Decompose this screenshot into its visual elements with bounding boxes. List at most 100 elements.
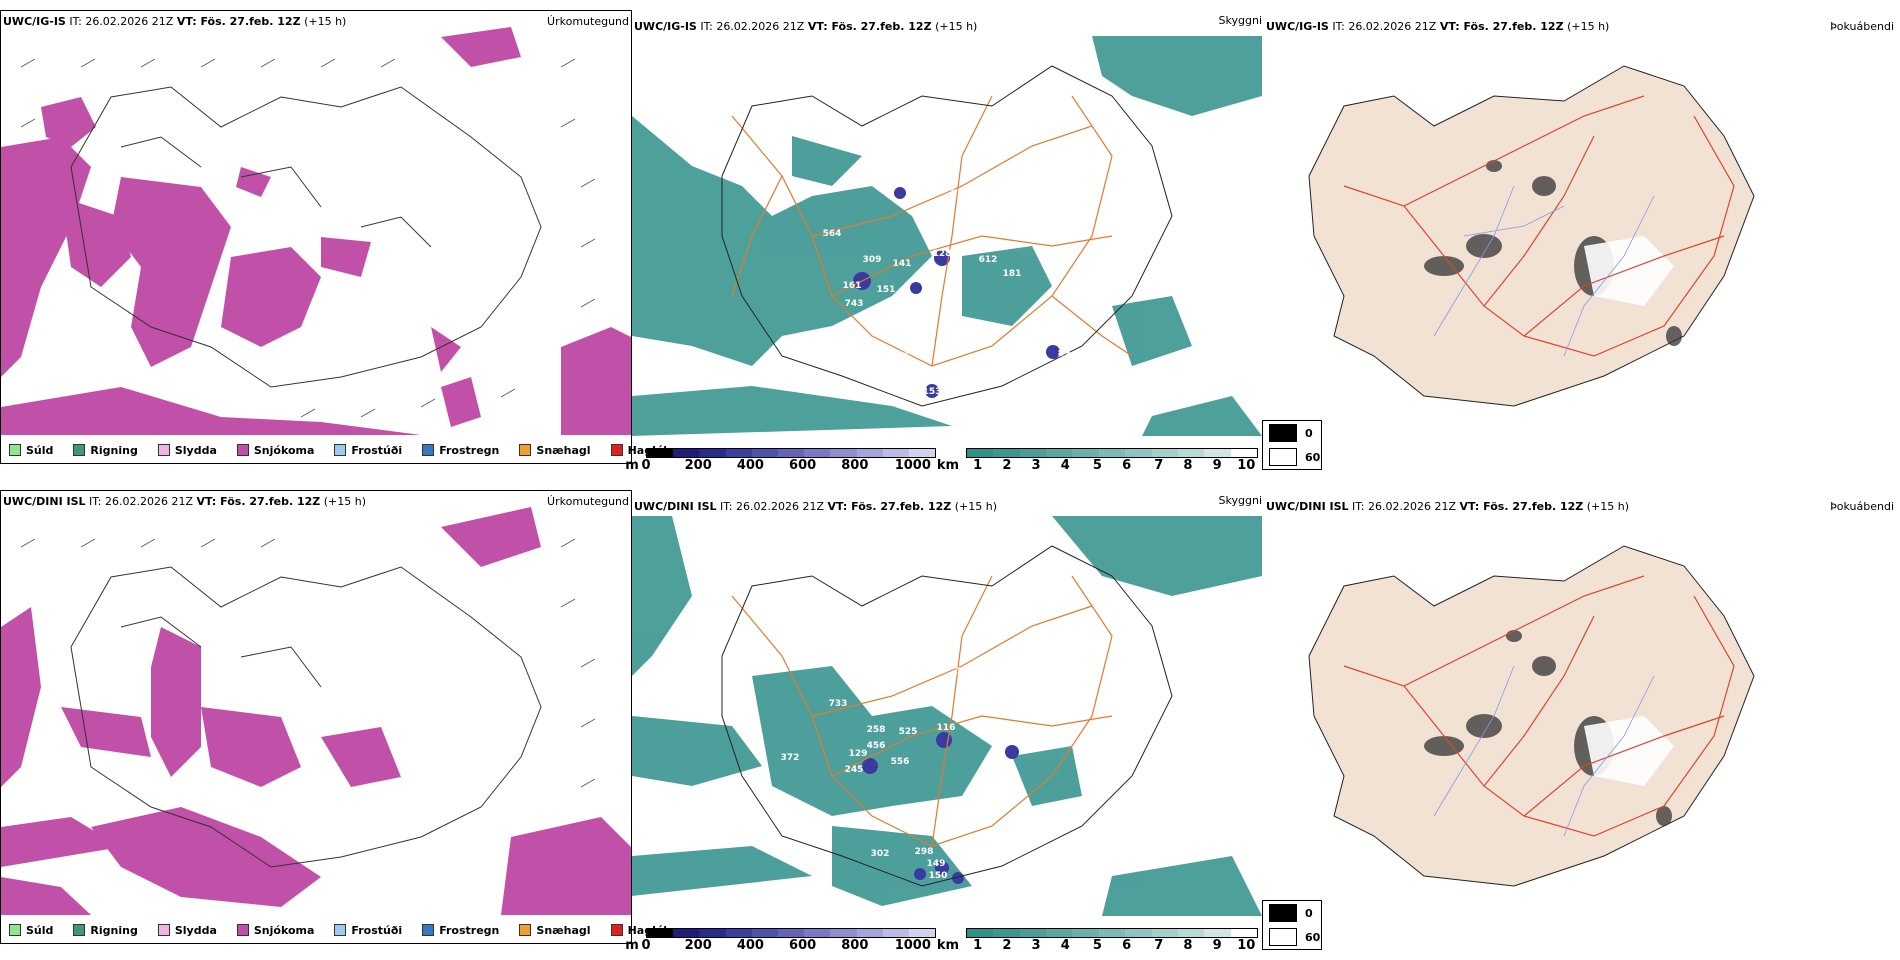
valid-time: VT: Fös. 27.feb. 12Z [196,495,321,508]
valid-time: VT: Fös. 27.feb. 12Z [1459,500,1584,513]
legend-item: Snjókoma [231,444,314,457]
visibility-ticks: km 1 2 3 4 5 6 7 8 9 10 [937,458,1258,474]
legend-item: Súld [3,444,53,457]
valid-time: VT: Fös. 27.feb. 12Z [1439,20,1564,33]
tick-label: 6 [1122,458,1132,473]
precip-panel-row2: UWC/DINI ISL IT: 26.02.2026 21Z VT: Fös.… [0,490,667,944]
visibility-scale: km 1 2 3 4 5 6 7 8 9 10 [937,928,1258,954]
model-name: UWC/IG-IS [3,15,66,28]
init-time: IT: 26.02.2026 21Z [69,15,174,28]
cloud-label: 89 [1058,349,1071,359]
panel-header: UWC/DINI ISL IT: 26.02.2026 21Z VT: Fös.… [634,494,1262,516]
cloud-panel-row1: UWC/IG-IS IT: 26.02.2026 21Z VT: Fös. 27… [625,10,1322,480]
cloud-label: 372 [781,753,800,763]
valid-time: VT: Fös. 27.feb. 12Z [176,15,301,28]
legend-swatch [610,444,623,456]
cloud-base-ticks: m 0 200 400 600 800 1000 [625,458,936,474]
panel-header: UWC/IG-IS IT: 26.02.2026 21Z VT: Fös. 27… [1266,20,1894,36]
cloud-label: 314 [903,347,922,357]
init-time: IT: 26.02.2026 21Z [89,495,194,508]
cloud-label: 309 [863,255,882,265]
legend-item: Frostregn [416,444,499,457]
precip-legend: Súld Rigning Slydda Snjókoma Frostúði Fr… [3,439,681,461]
scale-unit: km [936,458,960,473]
precip-legend: Súld Rigning Slydda Snjókoma Frostúði Fr… [3,919,681,941]
tick-label: 2 [1002,458,1012,473]
cloud-label: 172 [1009,737,1028,747]
model-name: UWC/DINI ISL [634,500,717,513]
lead-time: (+15 h) [954,500,998,513]
cloud-label: 116 [937,723,956,733]
legend-item: Frostúði [328,924,402,937]
cloud-base-scale: m 0 200 400 600 800 1000 [625,928,936,954]
legend-item: Frostregn [416,924,499,937]
tick-label: 200 [684,458,712,473]
cloud-label: 258 [867,725,886,735]
tick-label: 400 [736,458,764,473]
fog-legend: 0 60 [1262,900,1322,950]
init-time: IT: 26.02.2026 21Z [1352,500,1457,513]
panel-header: UWC/IG-IS IT: 26.02.2026 21Z VT: Fös. 27… [3,15,629,31]
legend-item: Snjókoma [231,924,314,937]
fog-panel-row1: UWC/IG-IS IT: 26.02.2026 21Z VT: Fös. 27… [1264,10,1896,480]
model-name: UWC/DINI ISL [1266,500,1349,513]
lead-time: (+15 h) [304,15,347,28]
init-time: IT: 26.02.2026 21Z [1332,20,1437,33]
lead-time: (+15 h) [1567,20,1610,33]
cloud-label: 733 [829,699,848,709]
tick-label: 4 [1060,458,1070,473]
tick-label: 3 [1031,458,1041,473]
fog-map [1308,545,1755,887]
legend-item: Rigning [67,444,138,457]
legend-item: Snæhagl [513,444,591,457]
cloud-label: 151 [877,285,896,295]
tick-label: 800 [841,458,869,473]
legend-swatch [157,444,170,456]
tick-label: 5 [1092,458,1102,473]
tick-label: 0 [641,458,651,473]
valid-time: VT: Fös. 27.feb. 12Z [807,20,932,33]
scale-unit: m [625,458,639,473]
cloud-label: 556 [891,757,910,767]
precip-map [1,27,631,435]
cloud-label: 181 [1003,269,1022,279]
tick-label: 1000 [894,458,931,473]
cloud-map: 564 309 141 128 612 181 161 151 743 111 … [632,36,1262,436]
init-time: IT: 26.02.2026 21Z [720,500,825,513]
cloud-label: 564 [823,229,842,239]
visibility-scale: km 1 2 3 4 5 6 7 8 9 10 [937,448,1258,474]
visibility-bar [966,448,1258,458]
cloud-label: 525 [899,727,918,737]
cloud-label: 111 [917,269,936,279]
fog-map [1308,65,1755,407]
cloud-base-scale: m 0 200 400 600 800 1000 [625,448,936,474]
tick-label: 9 [1212,458,1222,473]
panel-title: Skyggni [1218,14,1262,27]
cloud-label: 302 [871,849,890,859]
init-time: IT: 26.02.2026 21Z [700,20,805,33]
legend-item: Frostúði [328,444,402,457]
legend-swatch [236,444,249,456]
tick-label: 7 [1154,458,1164,473]
panel-title: Úrkomutegund [547,495,629,508]
model-name: UWC/IG-IS [634,20,697,33]
fog-panel-row2: UWC/DINI ISL IT: 26.02.2026 21Z VT: Fös.… [1264,490,1896,960]
tick-label: 8 [1183,458,1193,473]
cloud-label: 236 [951,189,970,199]
cloud-label: 149 [927,859,946,869]
cloud-label: 298 [915,847,934,857]
cloud-label: 129 [849,749,868,759]
cloud-map: 733 258 525 116 172 129 456 245 556 372 … [632,516,1262,916]
cloud-label: 150 [929,871,948,881]
panel-header: UWC/DINI ISL IT: 26.02.2026 21Z VT: Fös.… [3,495,629,511]
cloud-label: 77 [956,667,969,677]
valid-time: VT: Fös. 27.feb. 12Z [827,500,952,513]
legend-swatch [9,444,21,456]
legend-swatch [73,444,86,456]
cloud-panel-row2: UWC/DINI ISL IT: 26.02.2026 21Z VT: Fös.… [625,490,1322,960]
cloud-base-bar [646,448,936,458]
cloud-label: 128 [933,249,952,259]
legend-item: Slydda [152,924,217,937]
panel-title: Þokuábendi [1830,20,1894,33]
model-name: UWC/IG-IS [1266,20,1329,33]
